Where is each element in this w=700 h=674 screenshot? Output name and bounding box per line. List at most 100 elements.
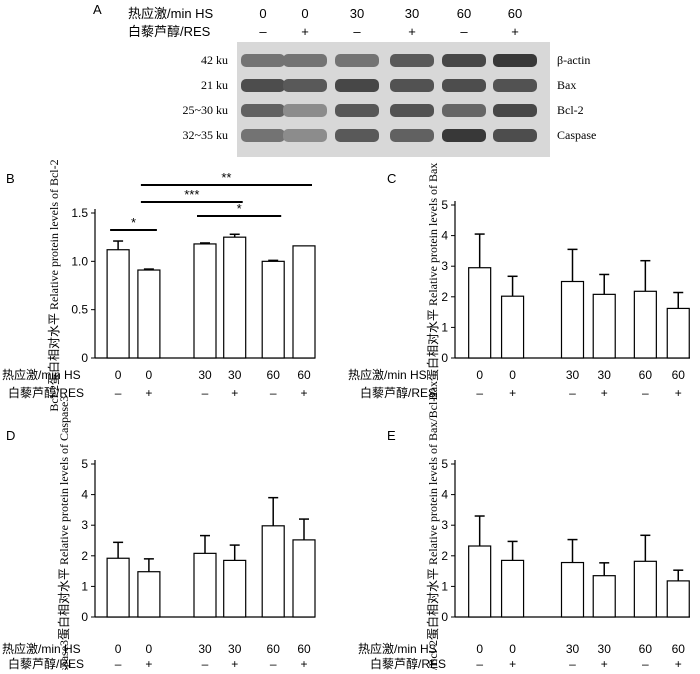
y-tick-label: 4	[441, 229, 448, 243]
x-tick-hs: 30	[566, 642, 580, 656]
y-axis-label: Bax蛋白相对水平 Relative protein levels of Bax	[425, 163, 440, 401]
bar	[500, 295, 525, 359]
y-tick-label: 0	[81, 610, 88, 624]
x-tick-res: –	[476, 386, 483, 400]
x-tick-res: –	[270, 386, 277, 400]
blot-band-size: 25~30 ku	[183, 103, 229, 117]
bar	[137, 269, 161, 359]
x-row-label-res: 白藜芦醇/RES	[370, 656, 446, 670]
y-tick-label: 2	[441, 549, 448, 563]
blot-band	[390, 79, 434, 92]
bar	[137, 571, 161, 618]
y-tick-label: 1.0	[71, 254, 88, 268]
bar	[106, 249, 130, 359]
x-tick-res: –	[476, 657, 483, 670]
blot-band	[283, 129, 327, 142]
bar	[261, 525, 285, 618]
x-tick-res: +	[145, 657, 152, 670]
x-tick-hs: 0	[146, 642, 153, 656]
x-tick-hs: 30	[198, 642, 212, 656]
blot-lane-hs: 60	[457, 6, 471, 21]
x-row-label-hs: 热应激/min HS	[2, 367, 81, 382]
blot-lane-res: –	[259, 24, 267, 39]
y-tick-label: 0	[81, 351, 88, 365]
x-tick-res: +	[675, 386, 682, 400]
bar	[633, 290, 657, 359]
blot-band	[390, 104, 434, 117]
significance-label: *	[131, 215, 136, 230]
x-tick-res: –	[569, 386, 576, 400]
blot-lane-res: –	[353, 24, 361, 39]
blot-band-protein: Caspase	[557, 128, 596, 142]
x-row-label-res: 白藜芦醇/RES	[8, 385, 84, 400]
bar	[261, 260, 285, 359]
x-tick-hs: 0	[146, 368, 153, 382]
y-axis-label: Caspase3蛋白相对水平 Relative protein levels o…	[56, 396, 71, 670]
x-tick-res: +	[601, 386, 608, 400]
blot-band-protein: Bax	[557, 78, 576, 92]
y-tick-label: 2	[81, 549, 88, 563]
blot-band-protein: Bcl-2	[557, 103, 584, 117]
blot-band	[493, 54, 537, 67]
blot-res-row-label: 白藜芦醇/RES	[128, 24, 211, 39]
blot-band	[241, 129, 285, 142]
y-axis-label: Bcl-2蛋白相对水平 Relative protein levels of B…	[46, 159, 61, 411]
blot-band	[493, 79, 537, 92]
blot-band	[493, 129, 537, 142]
significance-label: *	[237, 201, 242, 216]
bar	[223, 559, 247, 618]
x-tick-hs: 30	[598, 642, 612, 656]
x-tick-res: –	[202, 386, 209, 400]
blot-lane-hs: 0	[259, 6, 266, 21]
panel-label-a: A	[93, 2, 102, 17]
y-tick-label: 3	[441, 518, 448, 532]
blot-lane-hs: 30	[350, 6, 364, 21]
x-tick-res: +	[675, 657, 682, 670]
significance-label: **	[221, 170, 231, 185]
x-row-label-res: 白藜芦醇/RES	[8, 656, 84, 670]
x-tick-res: –	[115, 386, 122, 400]
bar	[592, 575, 616, 618]
significance-label: ***	[184, 187, 199, 202]
x-tick-res: +	[601, 657, 608, 670]
blot-lane-hs: 0	[301, 6, 308, 21]
blot-band-protein: β-actin	[557, 53, 590, 67]
x-tick-hs: 60	[639, 642, 653, 656]
x-tick-res: –	[270, 657, 277, 670]
x-tick-res: –	[569, 657, 576, 670]
blot-band	[390, 129, 434, 142]
x-tick-res: –	[202, 657, 209, 670]
x-tick-res: –	[115, 657, 122, 670]
y-tick-label: 0.5	[71, 303, 88, 317]
bar	[468, 267, 492, 359]
y-tick-label: 1	[441, 579, 448, 593]
blot-band	[442, 79, 486, 92]
x-tick-hs: 30	[228, 368, 242, 382]
blot-panel: A 热应激/min HS 白藜芦醇/RES 0 – 0 +30 – 30 +60 – 60 + 4…	[93, 2, 596, 157]
bar	[193, 243, 217, 359]
bar	[666, 580, 690, 618]
x-tick-hs: 0	[476, 368, 483, 382]
x-tick-hs: 30	[198, 368, 212, 382]
x-tick-hs: 30	[598, 368, 612, 382]
x-tick-res: +	[300, 386, 307, 400]
y-tick-label: 3	[441, 259, 448, 273]
blot-band-size: 21 ku	[201, 78, 228, 92]
blot-lane-res: –	[460, 24, 468, 39]
y-tick-label: 5	[441, 198, 448, 212]
x-tick-hs: 0	[509, 368, 516, 382]
blot-band	[335, 129, 379, 142]
blot-hs-row-label: 热应激/min HS	[128, 6, 214, 21]
bar	[468, 545, 492, 618]
bar	[666, 307, 690, 359]
panel-label: E	[387, 428, 396, 443]
x-tick-res: +	[509, 657, 516, 670]
panel-label: C	[387, 171, 396, 186]
x-tick-res: –	[642, 657, 649, 670]
x-tick-hs: 60	[672, 642, 686, 656]
y-tick-label: 0	[441, 610, 448, 624]
y-tick-label: 1.5	[71, 206, 88, 220]
bar	[560, 280, 585, 359]
